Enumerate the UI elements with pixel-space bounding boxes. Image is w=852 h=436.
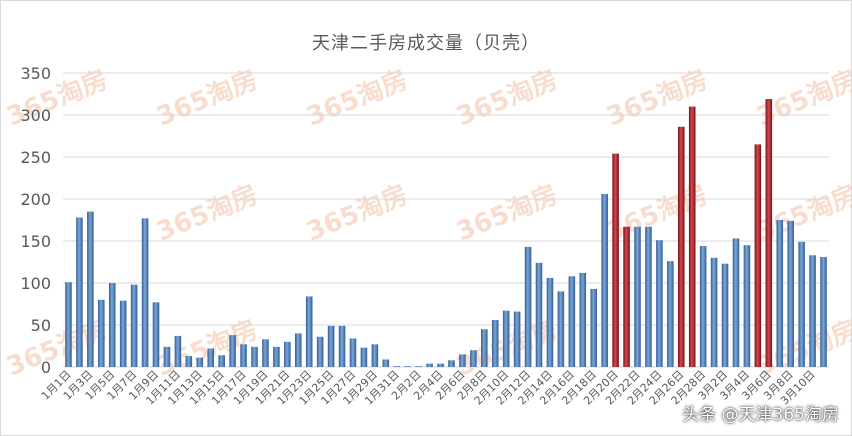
bar-2月11日: [513, 311, 521, 367]
bar-1月8日: [141, 218, 149, 367]
bar-1月15日: [218, 355, 225, 367]
bar-1月29日: [371, 344, 379, 367]
bar-2月21日: [623, 226, 630, 367]
bar-2月16日: [568, 276, 576, 367]
bar-2月18日: [590, 288, 598, 367]
bar-1月24日: [316, 336, 324, 367]
watermark-text: 365淘房: [602, 65, 712, 133]
bar-1月27日: [349, 338, 357, 367]
bar-1月1日: [65, 282, 72, 367]
bar-2月9日: [491, 319, 499, 367]
watermark-text: 365淘房: [452, 180, 562, 248]
bar-1月11日: [174, 335, 182, 367]
bar-1月10日: [163, 346, 171, 367]
bar-2月26日: [677, 126, 685, 367]
bar-2月22日: [634, 226, 641, 367]
bar-2月15日: [557, 291, 565, 367]
bar-1月5日: [108, 283, 116, 367]
bar-2月19日: [601, 193, 608, 367]
bar-3月1日: [710, 257, 718, 367]
bar-1月23日: [305, 296, 313, 367]
watermark-text: 365淘房: [152, 65, 262, 133]
bar-3月11日: [820, 256, 827, 367]
watermark-text: 365淘房: [152, 180, 262, 248]
bar-3月7日: [776, 220, 784, 367]
bar-1月6日: [119, 300, 127, 367]
y-tick-label: 200: [20, 190, 51, 209]
bar-1月14日: [207, 348, 215, 367]
bar-1月20日: [273, 346, 280, 367]
bar-2月8日: [481, 329, 488, 367]
y-tick-label: 100: [20, 274, 51, 293]
y-tick-label: 350: [20, 64, 51, 83]
chart-title: 天津二手房成交量（贝壳）: [312, 33, 540, 54]
bar-2月2日: [415, 366, 422, 367]
bar-2月10日: [502, 310, 510, 367]
watermark-text: 365淘房: [302, 65, 412, 133]
bar-3月3日: [732, 238, 740, 367]
bar-1月30日: [382, 359, 390, 367]
bar-2月6日: [459, 354, 466, 367]
bar-2月1日: [404, 366, 411, 367]
bar-3月5日: [754, 144, 762, 367]
credit-label: 头条 @天津365淘房: [682, 405, 839, 425]
bar-1月7日: [130, 284, 138, 367]
bar-1月12日: [185, 356, 193, 367]
bar-1月17日: [240, 344, 247, 367]
watermark-text: 365淘房: [302, 180, 412, 248]
bar-1月3日: [87, 211, 94, 367]
bar-1月19日: [262, 339, 269, 367]
y-tick-label: 300: [20, 106, 51, 125]
bar-2月7日: [470, 350, 477, 367]
bar-2月17日: [579, 272, 587, 367]
y-tick-label: 250: [20, 148, 51, 167]
bar-1月26日: [338, 325, 346, 367]
y-tick-label: 150: [20, 232, 51, 251]
bar-3月9日: [798, 241, 805, 367]
bar-3月6日: [765, 99, 773, 367]
bar-2月14日: [546, 277, 554, 367]
bar-3月8日: [787, 220, 794, 367]
bar-1月25日: [327, 325, 335, 367]
bar-2月25日: [667, 261, 674, 367]
bar-1月31日: [393, 366, 401, 367]
bar-1月18日: [251, 346, 258, 367]
bar-2月27日: [688, 106, 696, 367]
bar-1月21日: [284, 341, 291, 367]
bar-2月20日: [612, 153, 619, 367]
bar-1月4日: [98, 299, 105, 367]
bar-2月28日: [699, 246, 707, 367]
bar-1月16日: [229, 335, 236, 367]
bar-2月5日: [448, 360, 455, 367]
bar-2月4日: [437, 363, 444, 367]
bar-3月4日: [743, 245, 751, 367]
bar-2月24日: [656, 240, 663, 367]
y-tick-label: 50: [31, 316, 51, 335]
bar-3月2日: [721, 263, 729, 367]
bar-1月22日: [294, 333, 302, 367]
bar-3月10日: [809, 255, 816, 367]
y-tick-label: 0: [41, 358, 51, 377]
bar-1月13日: [196, 357, 204, 367]
bar-1月2日: [76, 217, 83, 367]
bar-1月9日: [152, 302, 160, 367]
watermark-text: 365淘房: [2, 65, 112, 133]
bar-2月12日: [524, 246, 532, 367]
watermark-text: 365淘房: [452, 65, 562, 133]
bar-1月28日: [360, 347, 368, 367]
bar-2月3日: [426, 363, 433, 367]
bar-2月23日: [645, 226, 652, 367]
bar-2月13日: [535, 262, 543, 367]
